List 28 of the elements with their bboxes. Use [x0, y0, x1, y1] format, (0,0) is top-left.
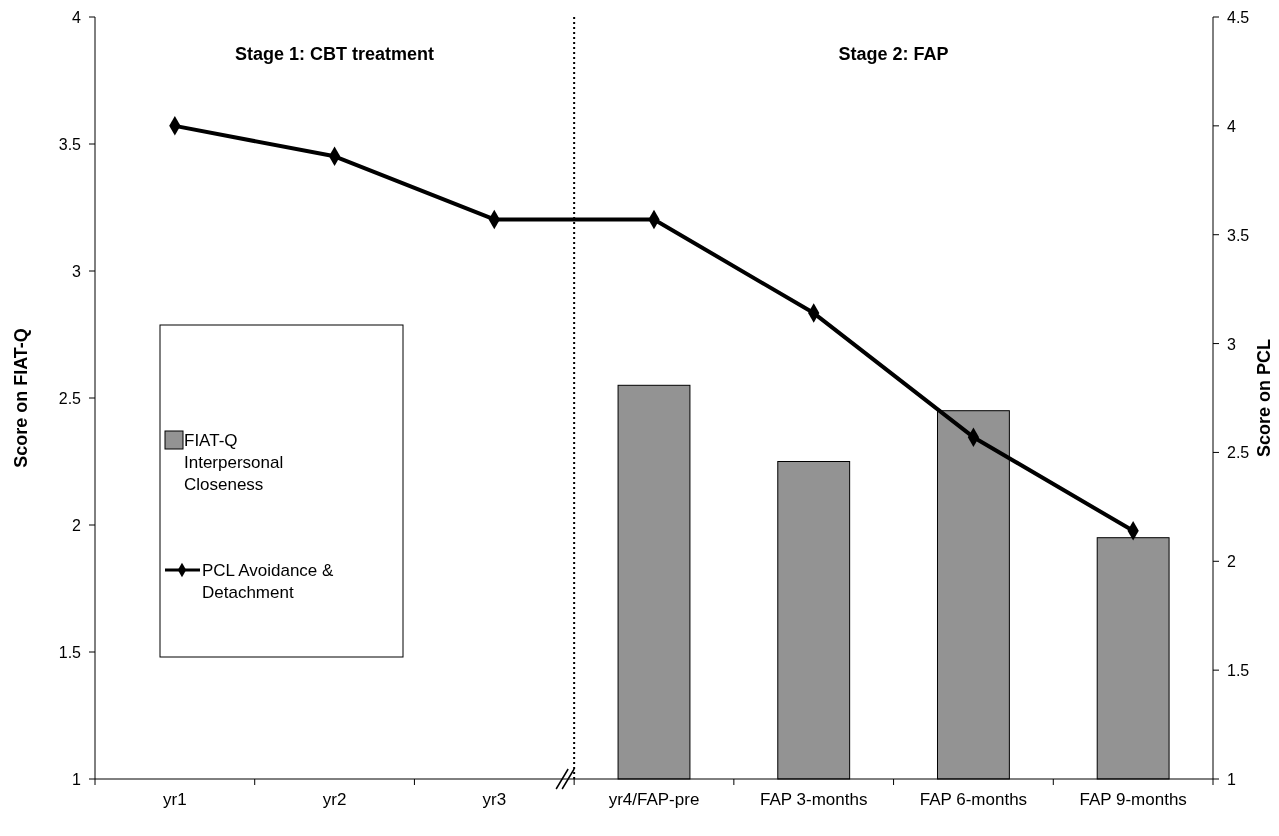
y2-tick-label: 3 — [1227, 335, 1236, 353]
x-tick-label: yr2 — [322, 790, 347, 809]
legend-label: FIAT-Q Interpersonal Closeness — [184, 431, 284, 494]
legend-label: PCL Avoidance & Detachment — [202, 561, 335, 602]
y2-tick-label: 2.5 — [1227, 444, 1250, 462]
y2-tick-label: 4 — [1227, 117, 1236, 135]
y-tick-label: 4 — [72, 9, 82, 26]
y2-axis-title: Score on PCL — [1254, 338, 1274, 458]
y-tick-label: 3 — [72, 263, 82, 280]
y-tick-label: 2 — [72, 517, 82, 534]
y2-tick-label: 2 — [1227, 553, 1236, 571]
y-tick-label: 1 — [72, 771, 82, 788]
x-tick-label: yr4/FAP-pre — [608, 790, 700, 809]
x-tick-label: FAP 9-months — [1079, 790, 1187, 809]
y-tick-label: 2.5 — [58, 390, 82, 407]
annotation: Stage 1: CBT treatment — [235, 44, 435, 64]
x-tick-label: yr1 — [163, 790, 187, 809]
x-tick-label: FAP 6-months — [919, 790, 1028, 809]
y-axis-title: Score on FIAT-Q — [11, 328, 31, 468]
y2-tick-label: 1.5 — [1227, 662, 1250, 680]
y2-tick-label: 1 — [1227, 771, 1236, 788]
y-tick-label: 1.5 — [58, 644, 82, 661]
x-tick-label: FAP 3-months — [760, 790, 868, 809]
x-tick-label: yr3 — [482, 790, 507, 809]
y-tick-label: 3.5 — [58, 136, 82, 153]
y2-tick-label: 3.5 — [1227, 226, 1250, 244]
y2-tick-label: 4.5 — [1227, 9, 1250, 26]
annotation: Stage 2: FAP — [838, 44, 949, 64]
